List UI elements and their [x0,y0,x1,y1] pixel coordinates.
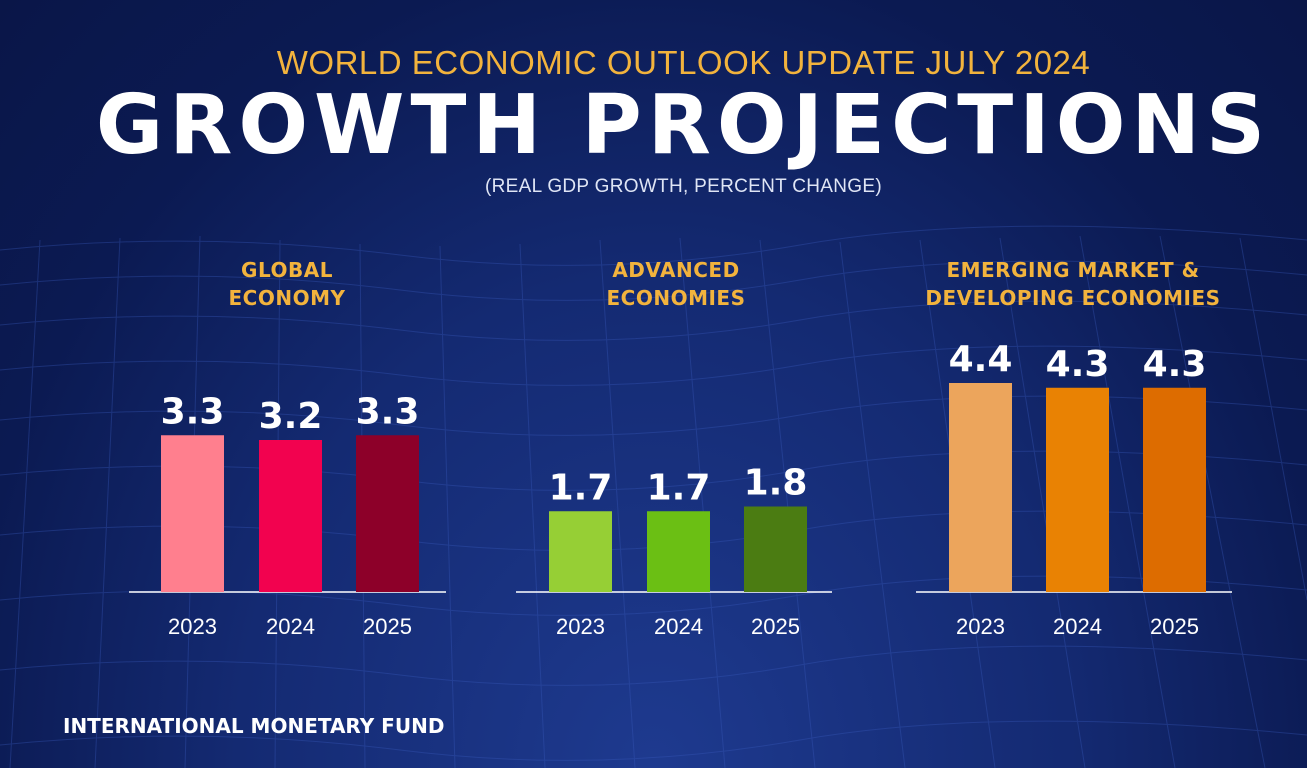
panel-title-emerging-line-2: DEVELOPING ECONOMIES [925,286,1221,310]
page-title: GROWTH PROJECTIONS [95,78,1272,173]
bar-value-label-emerging-2025: 4.3 [1143,344,1207,385]
bar-advanced-2024 [647,511,710,592]
source-footer: INTERNATIONAL MONETARY FUND [63,714,445,738]
bar-value-label-advanced-2023: 1.7 [549,467,613,508]
tick-label-emerging-2025: 2025 [1150,614,1199,639]
bar-global-2024 [259,440,322,592]
bar-value-label-advanced-2025: 1.8 [744,463,808,504]
panel-title-emerging: EMERGING MARKET & DEVELOPING ECONOMIES [900,256,1246,312]
tick-label-advanced-2024: 2024 [654,614,703,639]
bar-emerging-2025 [1143,387,1206,592]
subtitle: (REAL GDP GROWTH, PERCENT CHANGE) [485,176,882,197]
tick-label-advanced-2023: 2023 [556,614,605,639]
panel-title-global-line-1: GLOBAL [241,258,333,282]
tick-label-emerging-2023: 2023 [956,614,1005,639]
panel-title-emerging-line-1: EMERGING MARKET & [946,258,1200,282]
tick-label-advanced-2025: 2025 [751,614,800,639]
bar-emerging-2023 [949,383,1012,592]
bar-value-label-global-2024: 3.2 [259,396,323,437]
bar-global-2023 [161,435,224,592]
panel-title-advanced-line-2: ECONOMIES [606,286,746,310]
tick-label-emerging-2024: 2024 [1053,614,1102,639]
tick-label-global-2023: 2023 [168,614,217,639]
bar-value-label-emerging-2023: 4.4 [949,339,1013,380]
tick-label-global-2024: 2024 [266,614,315,639]
supertitle: WORLD ECONOMIC OUTLOOK UPDATE JULY 2024 [276,44,1091,81]
bar-emerging-2024 [1046,387,1109,592]
bar-value-label-global-2023: 3.3 [161,391,225,432]
bar-value-label-emerging-2024: 4.3 [1046,344,1110,385]
panel-title-global: GLOBAL ECONOMY [187,256,387,312]
bar-advanced-2025 [744,506,807,592]
bar-advanced-2023 [549,511,612,592]
bar-value-label-advanced-2024: 1.7 [647,467,711,508]
panel-title-advanced: ADVANCED ECONOMIES [576,256,776,312]
panel-title-global-line-2: ECONOMY [228,286,346,310]
panel-title-advanced-line-1: ADVANCED [612,258,740,282]
bar-global-2025 [356,435,419,592]
bar-value-label-global-2025: 3.3 [356,391,420,432]
tick-label-global-2025: 2025 [363,614,412,639]
